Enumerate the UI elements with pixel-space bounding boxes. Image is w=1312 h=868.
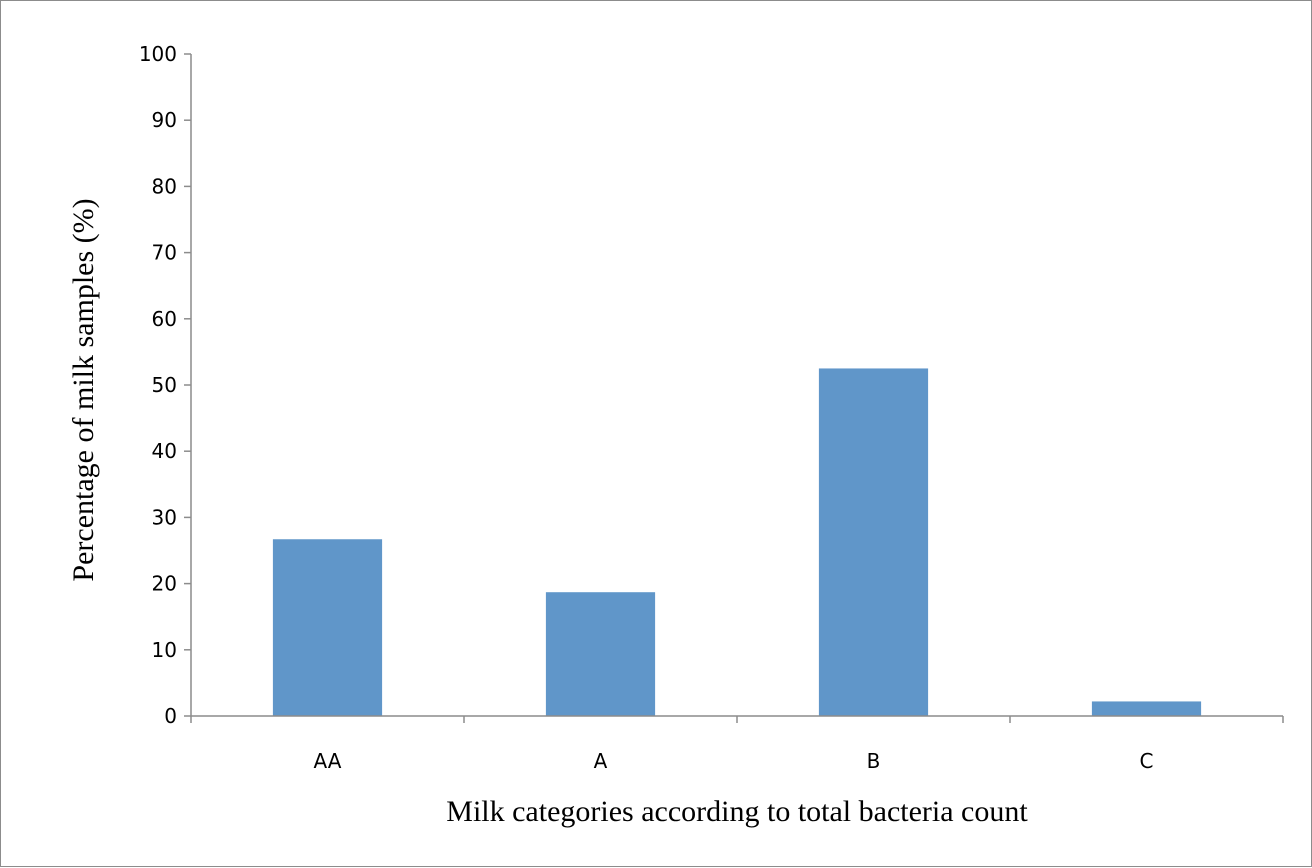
x-tick-label: AA: [314, 749, 342, 773]
y-tick-label: 20: [152, 572, 177, 596]
bars: [273, 368, 1201, 716]
y-tick-label: 60: [152, 307, 177, 331]
y-axis-title: Percentage of milk samples (%): [67, 198, 100, 581]
x-tick-label: C: [1140, 749, 1154, 773]
y-tick-label: 100: [139, 42, 177, 66]
y-tick-label: 70: [152, 241, 177, 265]
x-tick-label: B: [867, 749, 881, 773]
y-axis-ticks: 0 10 20 30 40 50 60 70 80 90 100: [139, 42, 191, 728]
y-tick-label: 0: [164, 704, 177, 728]
y-tick-label: 40: [152, 439, 177, 463]
x-tick-label: A: [594, 749, 608, 773]
y-tick-label: 50: [152, 373, 177, 397]
bar-aa: [273, 539, 382, 716]
y-tick-label: 90: [152, 108, 177, 132]
bar-b: [819, 368, 928, 716]
bar-c: [1092, 701, 1201, 716]
x-axis-ticks: AA A B C: [191, 716, 1283, 773]
y-tick-label: 30: [152, 505, 177, 529]
bar-a: [546, 592, 655, 716]
y-tick-label: 80: [152, 174, 177, 198]
y-tick-label: 10: [152, 638, 177, 662]
x-axis-title: Milk categories according to total bacte…: [446, 795, 1028, 828]
